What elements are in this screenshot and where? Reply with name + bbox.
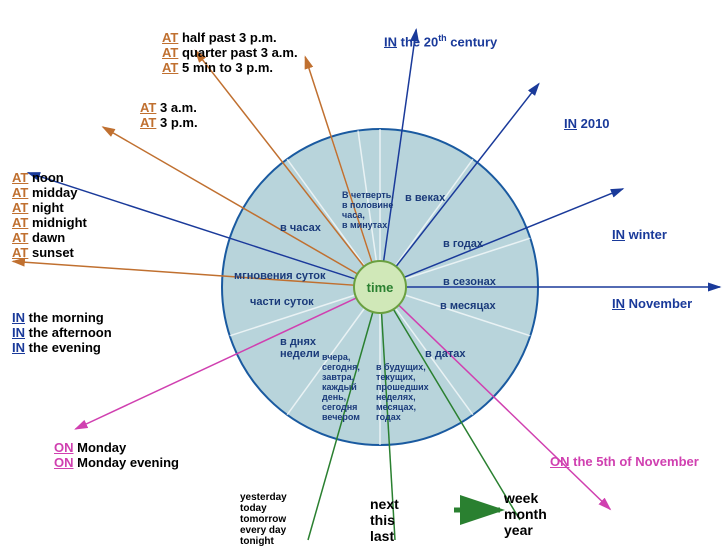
center-label: time (367, 280, 394, 295)
diagram-canvas: time в векахв годахв сезонахв месяцахв д… (0, 0, 728, 546)
center-circle: time (354, 261, 406, 313)
